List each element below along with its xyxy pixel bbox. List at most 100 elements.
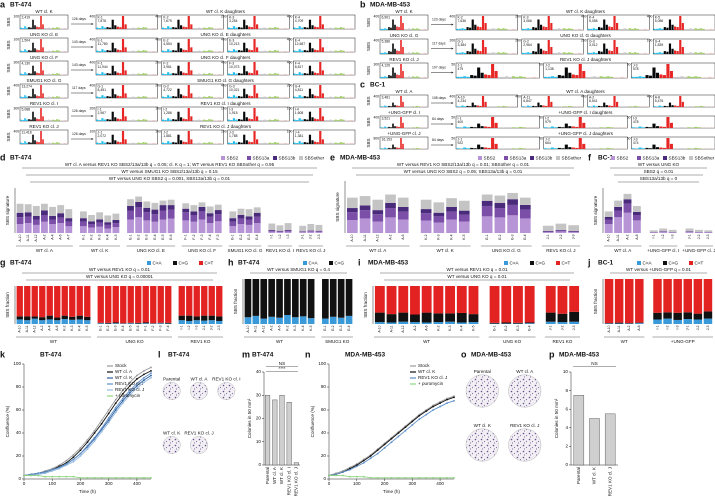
colony-well xyxy=(465,374,499,408)
spectrum-bar xyxy=(169,73,172,75)
bar-label: G-2 xyxy=(239,234,243,240)
spectrum-bar xyxy=(30,142,32,144)
bar-segment xyxy=(445,286,455,314)
bar-segment xyxy=(79,218,87,222)
annotation: WT versus UNG KO q = 0.00001 xyxy=(86,274,153,279)
spectrum-bar xyxy=(471,102,474,107)
spectrum-bar xyxy=(410,76,412,78)
point xyxy=(72,458,75,461)
parent-title: WT cl. A xyxy=(395,89,413,94)
y-max-label: 400 xyxy=(155,37,161,41)
spectrum-bar xyxy=(671,24,674,30)
y-axis-label: SBS signature xyxy=(5,195,10,225)
y-axis-label: SBS fraction xyxy=(233,288,238,314)
spectrum-bar xyxy=(250,73,254,75)
spectrum-bar xyxy=(210,50,214,52)
spectrum-bar xyxy=(337,97,340,98)
spectrum-bar xyxy=(256,70,259,75)
bar-segment xyxy=(456,322,467,324)
y-max-label: 300 xyxy=(374,62,380,66)
spectrum-bar xyxy=(382,28,384,30)
spectrum-bar xyxy=(268,73,272,75)
spectrum-bar xyxy=(384,105,386,107)
legend-label: Stock xyxy=(418,363,430,368)
spectrum-bar xyxy=(127,28,130,29)
point xyxy=(341,474,344,477)
spectrum-bar xyxy=(337,120,340,121)
bar-segment xyxy=(32,224,40,233)
spectrum-bar xyxy=(550,101,553,107)
bar-segment xyxy=(445,313,455,322)
bar-segment xyxy=(614,206,623,211)
bar-segment xyxy=(61,319,68,324)
spectrum-bar xyxy=(466,27,469,30)
bar-segment xyxy=(433,313,444,323)
mutation-count: 578 xyxy=(633,67,639,71)
spectrum-bar xyxy=(137,27,140,29)
spectrum-bar xyxy=(34,140,36,144)
panel-letter: b xyxy=(360,0,366,9)
parent-title: +UNG-GFP cl. I xyxy=(388,110,420,115)
bar-segment xyxy=(673,319,682,324)
spectrum-bar xyxy=(386,76,388,78)
y-max-label: 200 xyxy=(90,106,96,110)
mutation-count: 4,554 xyxy=(163,42,172,46)
spectrum-bar xyxy=(308,134,312,144)
spectrum-bar xyxy=(494,52,497,54)
spectrum-bar xyxy=(550,147,554,149)
spectrum-bar xyxy=(618,52,621,54)
spectrum-bar xyxy=(38,50,40,52)
legend-label: SBSother xyxy=(562,155,582,160)
bar-segment xyxy=(97,323,104,324)
mini-plot-frame xyxy=(19,129,69,145)
spectrum-bar xyxy=(534,106,537,107)
spectrum-bar xyxy=(623,52,626,54)
spectrum-bar xyxy=(26,27,28,29)
spectrum-bar xyxy=(190,139,193,144)
spectrum-bar xyxy=(22,74,24,75)
sample-name: I-1 xyxy=(458,116,462,120)
bar-segment xyxy=(104,222,112,225)
spectrum-bar xyxy=(111,19,114,29)
point xyxy=(453,396,455,399)
spectrum-bar xyxy=(293,142,296,144)
y-max-label: 200 xyxy=(515,38,521,42)
spectrum-bar xyxy=(668,43,672,54)
spectrum-bar xyxy=(64,51,66,52)
spectrum-bar xyxy=(545,105,548,107)
spectrum-bar xyxy=(590,28,593,30)
spectrum-bar xyxy=(410,28,412,30)
bar-segment xyxy=(49,219,56,224)
spectrum-bar xyxy=(276,73,279,75)
bar-segment xyxy=(623,212,632,233)
spectrum-bar xyxy=(30,50,32,52)
bar-segment xyxy=(229,218,237,222)
bar xyxy=(272,399,278,466)
bar-segment xyxy=(385,208,396,218)
y-max-label: 400 xyxy=(515,94,521,98)
spectrum-bar xyxy=(132,27,135,29)
spectrum-bar xyxy=(190,116,193,121)
bar-label: F-4 xyxy=(208,234,212,239)
y-tick-label: 2 xyxy=(565,444,568,449)
bar-label: G-3 xyxy=(247,234,251,240)
spectrum-bar xyxy=(539,48,543,54)
point xyxy=(404,476,407,479)
spectrum-bar xyxy=(152,28,155,29)
spectrum-bar xyxy=(701,77,705,78)
spectrum-bar xyxy=(52,96,54,98)
spectrum-bar xyxy=(653,28,656,30)
bar-segment xyxy=(268,229,276,231)
spectrum-bar xyxy=(34,48,36,52)
point xyxy=(150,372,152,375)
spectrum-bar xyxy=(96,142,99,144)
spectrum-bar xyxy=(40,39,42,52)
legend-swatch xyxy=(478,156,482,160)
spectrum-bar xyxy=(386,127,388,128)
mutation-count: 2,964 xyxy=(523,43,532,47)
spectrum-bar xyxy=(301,73,304,75)
bar-segment xyxy=(112,227,120,233)
bar-label: A-12 xyxy=(33,325,37,332)
spectrum-bar xyxy=(707,53,710,54)
